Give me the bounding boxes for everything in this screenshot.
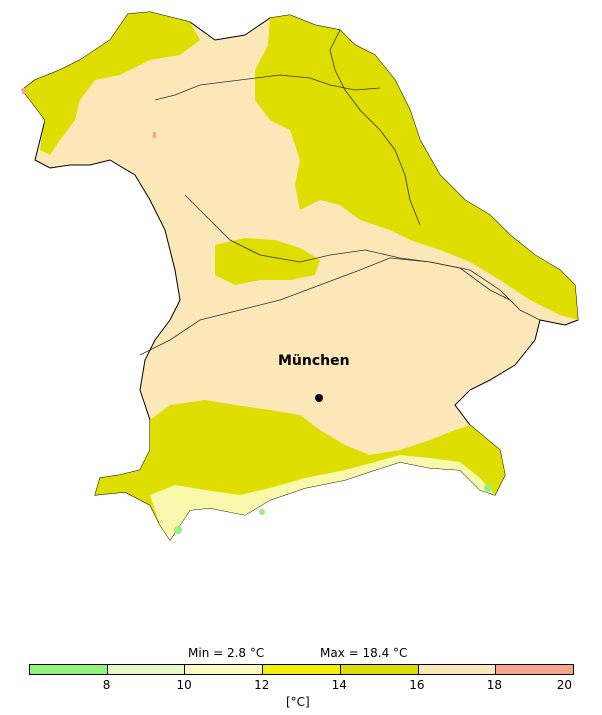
warm-zone-mid — [215, 238, 320, 285]
legend-swatch — [30, 665, 108, 674]
legend-swatch — [185, 665, 264, 674]
cold-spot — [174, 526, 182, 534]
bavaria-map — [21, 11, 579, 541]
river-line — [154, 74, 381, 101]
legend-unit: [°C] — [286, 695, 310, 709]
legend-swatch — [418, 665, 497, 674]
legend-swatch — [263, 665, 341, 674]
hot-spot — [153, 132, 156, 138]
legend-tick-label: 12 — [254, 678, 270, 692]
city-marker — [315, 394, 323, 402]
river-line — [184, 194, 511, 301]
hot-spot — [22, 88, 26, 94]
cold-spot — [484, 484, 492, 492]
legend-swatch — [107, 665, 186, 674]
legend-tick-label: 14 — [331, 678, 347, 692]
river-line — [329, 29, 421, 226]
color-legend — [29, 664, 574, 675]
alpine-cool-zone — [150, 455, 495, 540]
legend-tick-label: 16 — [409, 678, 425, 692]
legend-tick-label: 8 — [102, 678, 111, 692]
warm-zone-nw — [22, 12, 200, 155]
legend-ticks: 8 10 12 14 16 18 20 — [29, 678, 574, 692]
city-label: München — [278, 353, 350, 369]
legend-swatch — [340, 665, 419, 674]
map-area: München — [21, 11, 579, 541]
min-value: Min = 2.8 °C — [188, 646, 265, 660]
legend-tick-label: 10 — [176, 678, 192, 692]
legend-tick-label: 18 — [486, 678, 503, 692]
legend-tick-label: 20 — [556, 678, 572, 692]
legend-swatch — [496, 665, 574, 674]
district-border — [139, 257, 541, 356]
warm-zone-ne — [255, 15, 578, 320]
cold-spot — [259, 509, 265, 515]
max-value: Max = 18.4 °C — [320, 646, 408, 660]
